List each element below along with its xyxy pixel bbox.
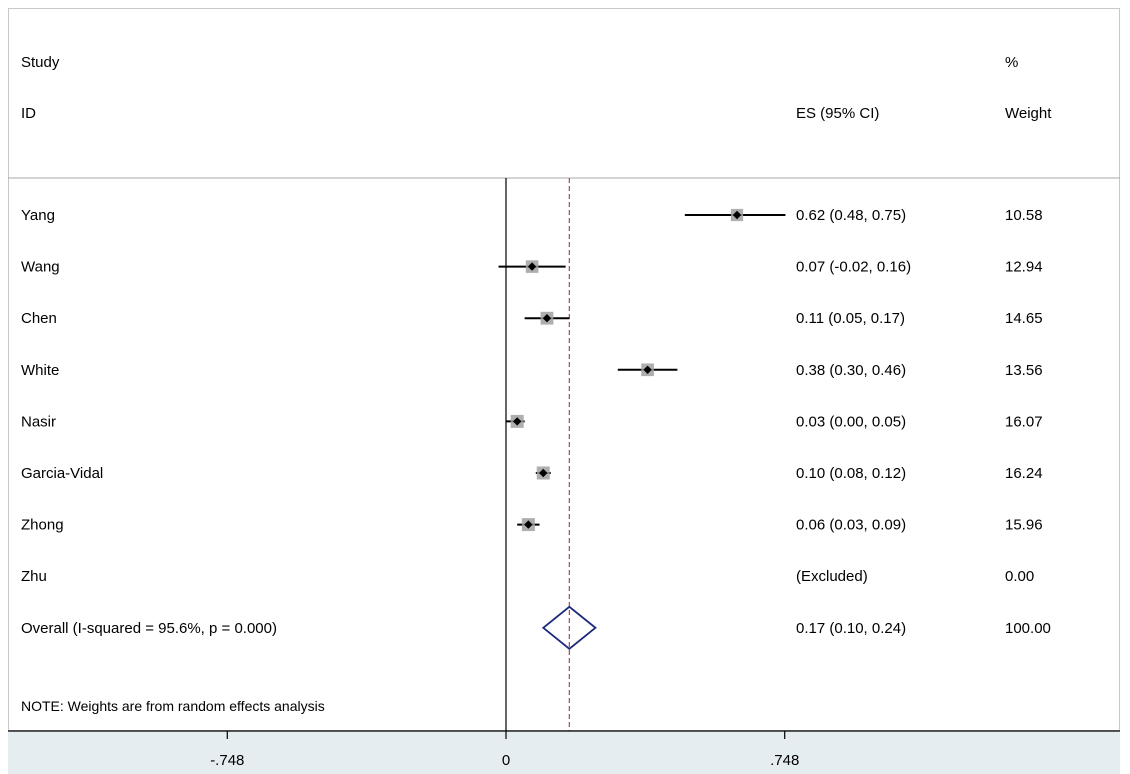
study-label: Chen (21, 310, 57, 327)
study-weight-text: 10.58 (1005, 207, 1043, 224)
study-label: Wang (21, 259, 60, 276)
study-es-text: 0.07 (-0.02, 0.16) (796, 259, 911, 276)
study-es-text: 0.11 (0.05, 0.17) (796, 310, 905, 327)
study-point (732, 210, 742, 220)
x-axis: -.748 0 .748 (8, 730, 1120, 769)
study-label: Zhu (21, 568, 47, 585)
study-weight-text: 16.07 (1005, 413, 1043, 430)
overall-diamond (541, 605, 597, 650)
study-weight-text: 0.00 (1005, 568, 1034, 585)
study-label: Yang (21, 207, 55, 224)
study-es-text: 0.62 (0.48, 0.75) (796, 207, 906, 224)
study-weight-text: 16.24 (1005, 465, 1043, 482)
header-es: ES (95% CI) (796, 105, 879, 122)
study-es-text: 0.06 (0.03, 0.09) (796, 517, 906, 534)
x-tick-label: .748 (770, 752, 799, 769)
study-weight-text: 12.94 (1005, 259, 1043, 276)
study-label: Garcia-Vidal (21, 465, 103, 482)
forest-marks (498, 178, 786, 731)
study-rows: Yang 0.62 (0.48, 0.75) 10.58 Wang 0.07 (-0.0… (21, 207, 1051, 637)
footnote: NOTE: Weights are from random effects an… (21, 698, 325, 714)
study-es-text: 0.38 (0.30, 0.46) (796, 362, 906, 379)
study-weight-text: 15.96 (1005, 517, 1043, 534)
overall-label: Overall (I-squared = 95.6%, p = 0.000) (21, 620, 277, 637)
study-weight-text: 14.65 (1005, 310, 1043, 327)
header-weight-percent: % (1005, 54, 1018, 71)
header-weight: Weight (1005, 105, 1052, 122)
x-tick-label: 0 (502, 752, 510, 769)
study-es-text: (Excluded) (796, 568, 868, 585)
study-point (527, 262, 537, 271)
study-label: Zhong (21, 517, 64, 534)
header-study: Study (21, 54, 60, 71)
study-point (539, 468, 548, 478)
study-point (643, 365, 652, 374)
study-point (524, 520, 533, 529)
study-es-text: 0.10 (0.08, 0.12) (796, 465, 906, 482)
header-id: ID (21, 105, 36, 122)
axis-band (8, 731, 1120, 774)
overall-es-text: 0.17 (0.10, 0.24) (796, 620, 906, 637)
study-label: White (21, 362, 59, 379)
overall-weight-text: 100.00 (1005, 620, 1051, 637)
study-point (512, 417, 522, 426)
study-weight-text: 13.56 (1005, 362, 1043, 379)
x-tick-label: -.748 (210, 752, 244, 769)
study-point (542, 314, 552, 323)
study-label: Nasir (21, 413, 56, 430)
study-es-text: 0.03 (0.00, 0.05) (796, 413, 906, 430)
